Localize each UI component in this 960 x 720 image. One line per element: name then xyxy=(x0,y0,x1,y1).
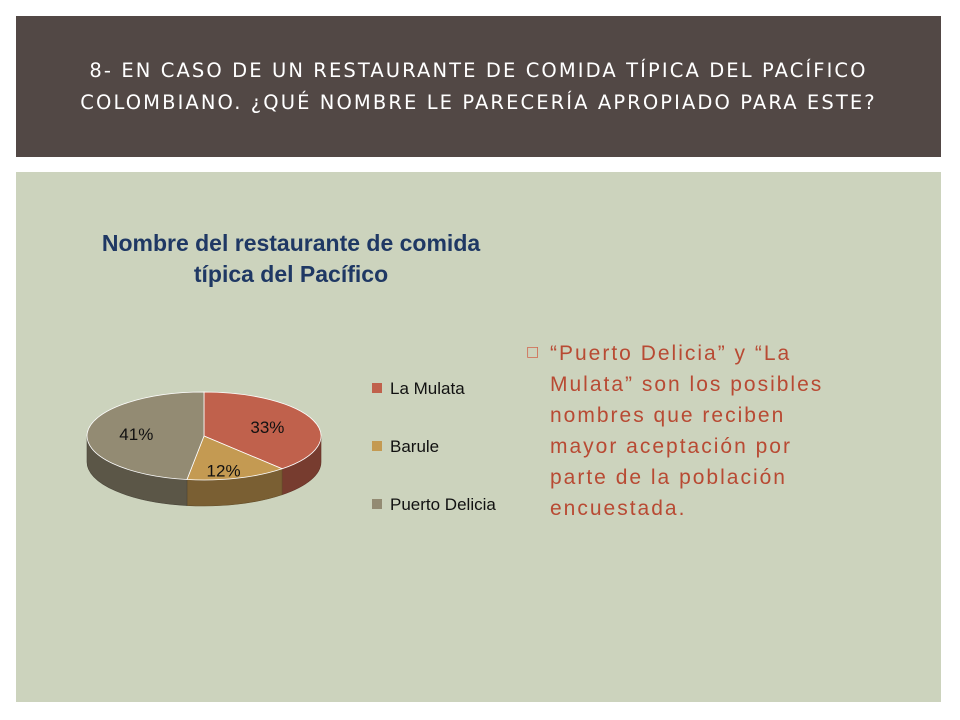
legend-item-la-mulata: La Mulata xyxy=(372,378,500,400)
legend-swatch xyxy=(372,441,382,451)
pie-label-la-mulata: 33% xyxy=(250,418,284,437)
legend-label: Puerto Delicia xyxy=(390,495,496,514)
legend-item-barule: Barule xyxy=(372,436,500,458)
pie-slice-puerto-delicia xyxy=(86,391,205,480)
pie-side-walls xyxy=(86,435,322,507)
legend-swatch xyxy=(372,499,382,509)
legend-swatch xyxy=(372,383,382,393)
pie-slice-la-mulata xyxy=(203,391,322,470)
chart-title: Nombre del restaurante de comida típica … xyxy=(101,230,481,287)
slide-header: 8- En caso de un restaurante de comida t… xyxy=(16,16,941,157)
slide-content: Nombre del restaurante de comida típica … xyxy=(16,172,941,702)
pie-label-barule: 12% xyxy=(207,461,241,480)
slide-title: 8- En caso de un restaurante de comida t… xyxy=(80,58,877,114)
bullet-point: □ “Puerto Delicia” y “La Mulata” son los… xyxy=(526,338,856,524)
legend-item-puerto-delicia: Puerto Delicia xyxy=(372,494,500,516)
bullet-text: “Puerto Delicia” y “La Mulata” son los p… xyxy=(550,342,824,520)
pie-slice-barule xyxy=(186,435,284,481)
pie-chart: 33% 12% 41% xyxy=(86,391,322,507)
square-bullet-icon: □ xyxy=(526,344,540,360)
legend-label: Barule xyxy=(390,437,440,456)
pie-label-puerto-delicia: 41% xyxy=(119,425,153,444)
legend-label: La Mulata xyxy=(390,379,465,398)
